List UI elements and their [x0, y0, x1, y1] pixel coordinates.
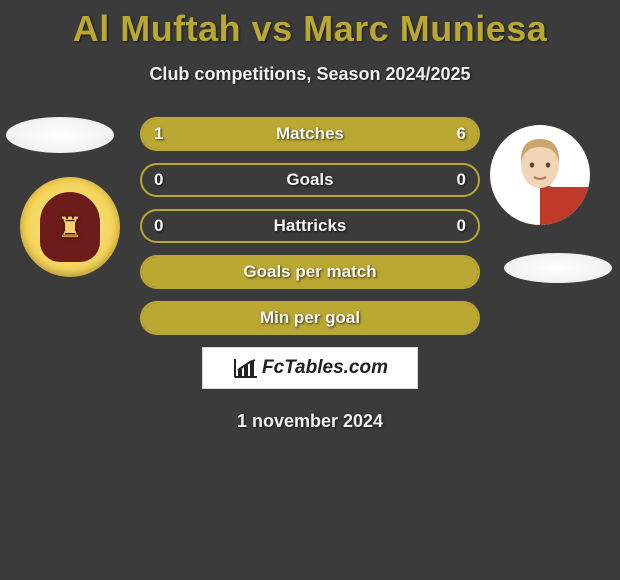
subtitle: Club competitions, Season 2024/2025: [0, 64, 620, 85]
stat-label: Goals: [142, 170, 478, 190]
page-title: Al Muftah vs Marc Muniesa: [0, 0, 620, 50]
comparison-panel: ♜ 16Matches 00Goals 00Hattricks Goals per m…: [0, 117, 620, 432]
club-badge-left: ♜: [20, 177, 120, 277]
stat-row: 00Hattricks: [140, 209, 480, 243]
stat-label: Min per goal: [142, 308, 478, 328]
stat-row: Min per goal: [140, 301, 480, 335]
player-left-placeholder: [6, 117, 114, 153]
brand-box: FcTables.com: [202, 347, 418, 389]
club-badge-left-emblem: ♜: [40, 192, 100, 262]
brand-text: FcTables.com: [262, 357, 388, 379]
stat-row: Goals per match: [140, 255, 480, 289]
stat-label: Matches: [142, 124, 478, 144]
stat-label: Hattricks: [142, 216, 478, 236]
stat-bars: 16Matches 00Goals 00Hattricks Goals per mat…: [140, 117, 480, 335]
brand-chart-icon: [232, 357, 258, 379]
player-right-avatar: [490, 125, 590, 225]
club-badge-right-placeholder: [504, 253, 612, 283]
stat-label: Goals per match: [142, 262, 478, 282]
stat-row: 00Goals: [140, 163, 480, 197]
date-label: 1 november 2024: [0, 411, 620, 432]
stat-row: 16Matches: [140, 117, 480, 151]
